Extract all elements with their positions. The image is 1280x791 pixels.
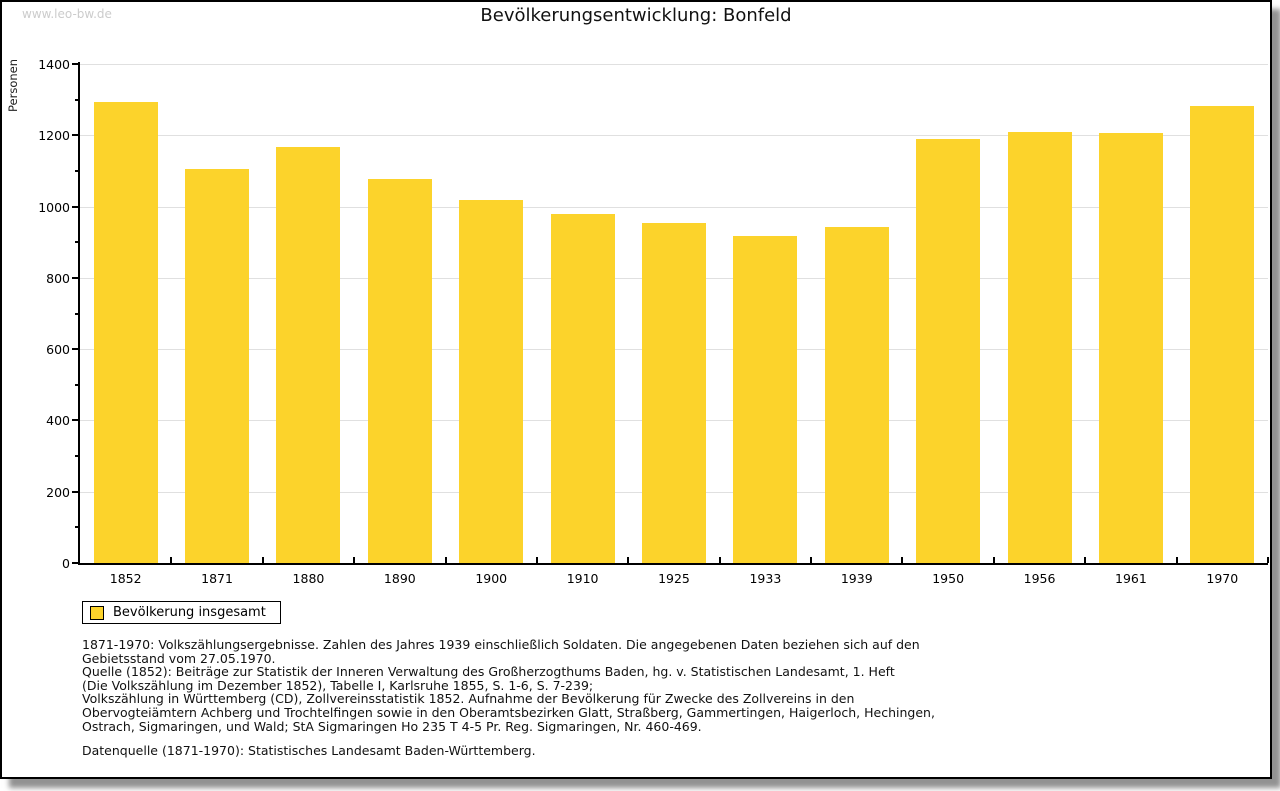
bar-1925	[642, 223, 706, 563]
bar-1961	[1098, 133, 1163, 563]
y-axis-minor-tick	[75, 455, 79, 458]
x-axis-tick	[444, 557, 447, 563]
legend: Bevölkerung insgesamt	[82, 601, 281, 624]
watermark-leo-bw: www.leo-bw.de	[22, 7, 112, 21]
bar-1950	[916, 138, 981, 563]
x-axis-label-1933: 1933	[749, 571, 782, 586]
y-axis-tick	[72, 562, 79, 564]
bar-1871	[185, 169, 250, 563]
footer-line: Ostrach, Sigmaringen, und Wald; StA Sigm…	[82, 718, 702, 734]
footer-notes: 1871-1970: Volkszählungsergebnisse. Zahl…	[82, 638, 1202, 758]
footer-line: (Die Volkszählung im Dezember 1852), Tab…	[82, 677, 594, 693]
x-axis-label-1925: 1925	[658, 571, 690, 586]
chart-page: www.leo-bw.de Bevölkerungsentwicklung: B…	[0, 0, 1272, 779]
x-axis-tick	[535, 557, 538, 563]
x-axis-tick	[1084, 557, 1087, 563]
y-axis-minor-tick	[75, 241, 79, 244]
y-axis-tick-label: 200	[46, 484, 70, 500]
bar-1910	[550, 214, 615, 563]
y-axis-tick-label: 600	[46, 342, 70, 358]
y-axis-tick	[72, 205, 79, 208]
bar-1939	[824, 227, 889, 563]
y-axis-tick-label: 0	[62, 556, 70, 571]
x-axis-tick	[261, 557, 264, 563]
footer-line: Gebietsstand vom 27.05.1970.	[82, 650, 276, 666]
x-axis-label-1939: 1939	[840, 571, 873, 586]
x-axis-tick	[718, 557, 721, 563]
y-axis-tick	[72, 490, 79, 493]
legend-swatch-icon	[90, 605, 104, 620]
gridline-1400	[80, 64, 1268, 65]
x-axis-tick	[1267, 557, 1269, 563]
y-axis-tick	[72, 63, 79, 65]
x-axis-label-1871: 1871	[201, 571, 233, 586]
footer-line: Quelle (1852): Beiträge zur Statistik de…	[82, 664, 895, 680]
x-axis-tick	[901, 557, 904, 563]
x-axis-label-1880: 1880	[292, 571, 325, 586]
x-axis-label-1900: 1900	[475, 571, 508, 586]
x-axis-label-1950: 1950	[932, 571, 965, 586]
footer-line: Obervogteiämtern Achberg und Trochtelfin…	[82, 704, 935, 720]
bar-1900	[459, 200, 524, 563]
bar-1970	[1190, 106, 1255, 563]
legend-label: Bevölkerung insgesamt	[113, 605, 266, 620]
y-axis-tick	[72, 134, 79, 137]
x-axis-label-1890: 1890	[383, 571, 416, 586]
y-axis-minor-tick	[75, 383, 79, 386]
x-axis-tick	[1175, 557, 1178, 563]
bar-1852	[93, 102, 158, 563]
y-axis-tick	[72, 348, 79, 351]
bar-1890	[367, 179, 432, 563]
y-axis-tick-label: 400	[46, 413, 70, 429]
x-axis-line	[78, 563, 1268, 565]
x-axis-tick	[992, 557, 995, 563]
y-axis-tick-label: 1000	[38, 199, 70, 215]
y-axis-minor-tick	[75, 98, 79, 101]
footer-line: 1871-1970: Volkszählungsergebnisse. Zahl…	[82, 637, 920, 652]
x-axis-tick	[353, 557, 356, 563]
plot-area: 0 200 400 600 800 1000 1200 1400 1852 1871 1880 189…	[2, 2, 1270, 777]
x-axis-tick	[627, 557, 630, 563]
bar-1933	[733, 236, 798, 563]
y-axis-minor-tick	[75, 169, 79, 172]
y-axis-minor-tick	[75, 312, 79, 315]
y-axis-minor-tick	[75, 526, 79, 529]
x-axis-tick	[170, 557, 173, 563]
x-axis-label-1910: 1910	[566, 571, 599, 586]
y-axis-tick	[72, 276, 79, 279]
y-axis-tick-label: 800	[46, 270, 70, 286]
x-axis-label-1852: 1852	[109, 571, 142, 586]
footer-line: Volkszählung in Württemberg (CD), Zollve…	[82, 691, 855, 707]
bar-1880	[276, 147, 341, 563]
x-axis-label-1970: 1970	[1206, 571, 1239, 586]
footer-datasource: Datenquelle (1871-1970): Statistisches L…	[82, 743, 536, 759]
y-axis-line	[78, 62, 80, 565]
y-axis-tick	[72, 419, 79, 422]
bar-1956	[1007, 131, 1072, 563]
x-axis-label-1961: 1961	[1115, 571, 1147, 586]
chart-title: Bevölkerungsentwicklung: Bonfeld	[480, 5, 792, 26]
gridline-1000	[80, 206, 1268, 208]
y-axis-tick-label: 1200	[38, 128, 70, 144]
gridline-1200	[80, 135, 1268, 137]
y-axis-tick-label: 1400	[38, 57, 70, 72]
x-axis-tick	[810, 557, 813, 563]
x-axis-label-1956: 1956	[1023, 571, 1056, 586]
